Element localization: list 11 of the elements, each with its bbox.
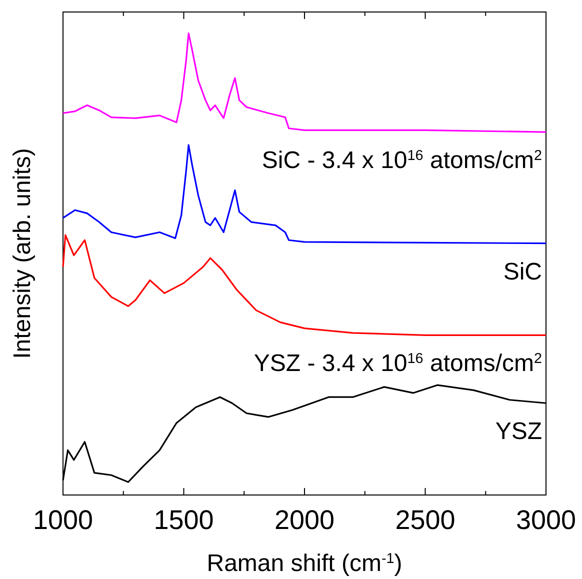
x-tick-label: 1000	[32, 505, 94, 535]
x-tick-label: 2500	[395, 505, 456, 535]
series-label: SiC - 3.4 x 10$^{16}$ atoms/cm$^{2}$	[262, 147, 542, 174]
series-label: YSZ - 3.4 x 10$^{16}$ atoms/cm$^{2}$	[254, 350, 542, 378]
x-tick-label: 2000	[274, 505, 335, 535]
x-tick-label: 1500	[154, 505, 214, 535]
y-axis-title: Intensity (arb. units)	[9, 148, 36, 359]
series-label: SiC	[503, 258, 542, 286]
series-label: YSZ	[495, 418, 542, 446]
x-axis-title: Raman shift (cm$^{-1}$)	[206, 550, 402, 577]
x-tick-label: 3000	[516, 505, 576, 535]
